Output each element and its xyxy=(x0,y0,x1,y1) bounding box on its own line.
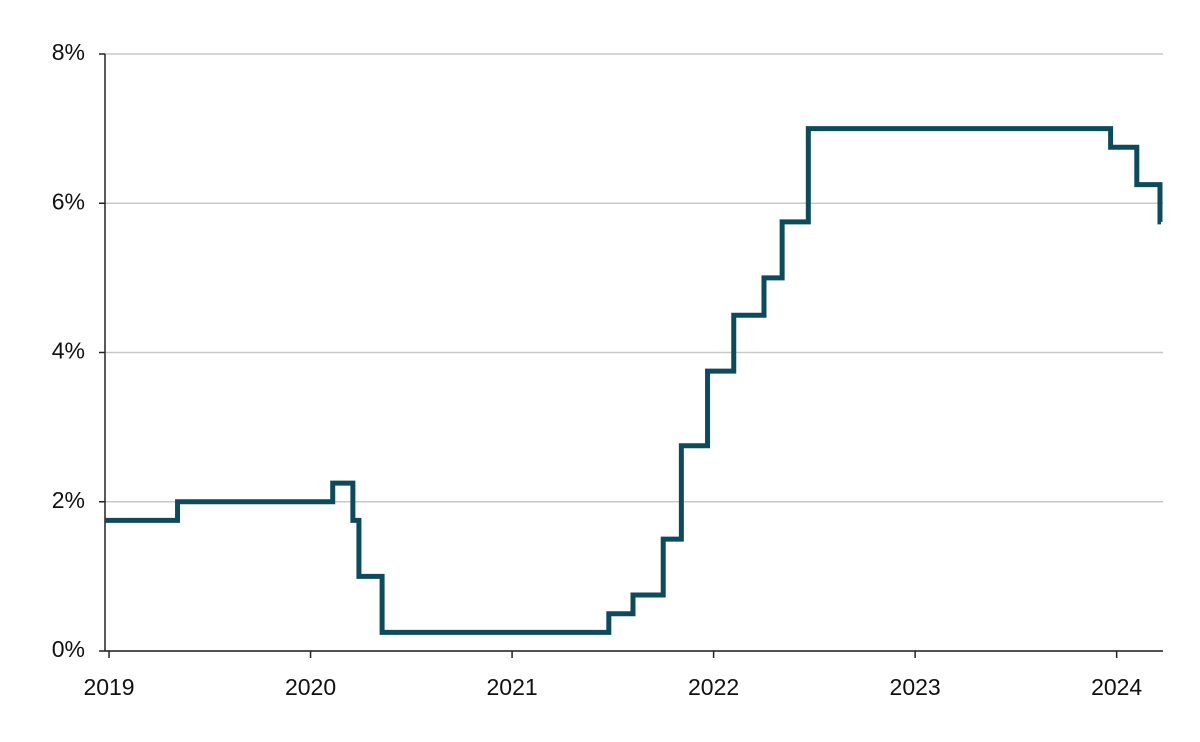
x-tick-label: 2020 xyxy=(285,674,336,700)
data-line xyxy=(105,126,1163,635)
x-tick-label: 2022 xyxy=(688,674,739,700)
x-tick-label: 2023 xyxy=(890,674,941,700)
x-tick-label: 2024 xyxy=(1091,674,1142,700)
y-tick-label: 0% xyxy=(52,636,85,662)
y-tick-label: 4% xyxy=(52,338,85,364)
y-tick-label: 8% xyxy=(52,39,85,65)
y-tick-label: 6% xyxy=(52,188,85,214)
y-tick-label: 2% xyxy=(52,487,85,513)
x-tick-label: 2019 xyxy=(83,674,134,700)
x-tick-label: 2021 xyxy=(486,674,537,700)
